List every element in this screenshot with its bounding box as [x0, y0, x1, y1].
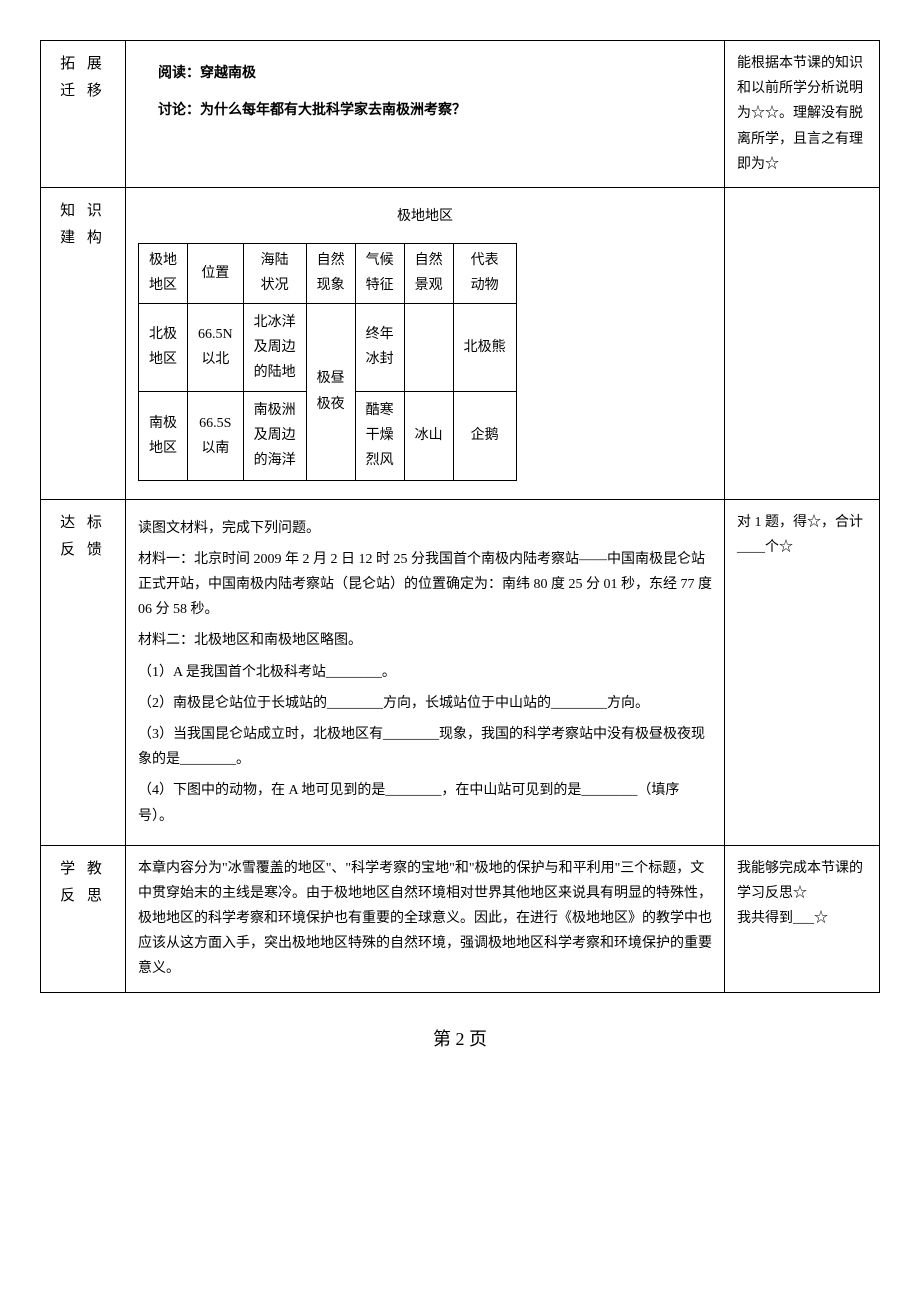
r1c1: 66.5N 以北 [188, 303, 244, 392]
r1c5 [404, 303, 453, 392]
r2c2: 南极洲 及周边 的海洋 [243, 392, 306, 481]
reading-title: 阅读：穿越南极 [158, 61, 692, 86]
label-expand: 拓 展 迁 移 [41, 41, 126, 188]
row-knowledge: 知 识 建 构 极地地区 极地 地区 位置 海陆 状况 自然 现象 气候 特征 … [41, 187, 880, 499]
row-reflect: 学 教 反 思 本章内容分为"冰雪覆盖的地区"、"科学考察的宝地"和"极地的保护… [41, 845, 880, 992]
label-feedback-line1: 达 标 [53, 510, 113, 537]
feedback-q2: （2）南极昆仑站位于长城站的________方向，长城站位于中山站的______… [138, 691, 712, 716]
th-5: 自然 景观 [404, 244, 453, 303]
r1c0: 北极 地区 [139, 303, 188, 392]
main-document-table: 拓 展 迁 移 阅读：穿越南极 讨论：为什么每年都有大批科学家去南极洲考察？ 能… [40, 40, 880, 993]
row-expand: 拓 展 迁 移 阅读：穿越南极 讨论：为什么每年都有大批科学家去南极洲考察？ 能… [41, 41, 880, 188]
label-knowledge: 知 识 建 构 [41, 187, 126, 499]
right-expand: 能根据本节课的知识和以前所学分析说明为☆☆。理解没有脱离所学，且言之有理即为☆ [725, 41, 880, 188]
content-feedback: 读图文材料，完成下列问题。 材料一：北京时间 2009 年 2 月 2 日 12… [126, 499, 725, 845]
feedback-q3: （3）当我国昆仑站成立时，北极地区有________现象，我国的科学考察站中没有… [138, 722, 712, 772]
label-feedback: 达 标 反 馈 [41, 499, 126, 845]
th-4: 气候 特征 [355, 244, 404, 303]
th-1: 位置 [188, 244, 244, 303]
feedback-p2: 材料二：北极地区和南极地区略图。 [138, 628, 712, 653]
polar-region-table: 极地 地区 位置 海陆 状况 自然 现象 气候 特征 自然 景观 代表 动物 北… [138, 243, 517, 481]
label-expand-line1: 拓 展 [53, 51, 113, 78]
th-3: 自然 现象 [306, 244, 355, 303]
label-reflect: 学 教 反 思 [41, 845, 126, 992]
table-row-arctic: 北极 地区 66.5N 以北 北冰洋 及周边 的陆地 极昼 极夜 终年 冰封 北… [139, 303, 517, 392]
label-expand-line2: 迁 移 [53, 78, 113, 105]
right-feedback: 对 1 题，得☆，合计____个☆ [725, 499, 880, 845]
r2c6: 企鹅 [453, 392, 516, 481]
row-feedback: 达 标 反 馈 读图文材料，完成下列问题。 材料一：北京时间 2009 年 2 … [41, 499, 880, 845]
r2c1: 66.5S 以南 [188, 392, 244, 481]
feedback-q4: （4）下图中的动物，在 A 地可见到的是________，在中山站可见到的是__… [138, 778, 712, 828]
right-reflect: 我能够完成本节课的学习反思☆ 我共得到___☆ [725, 845, 880, 992]
r2c4: 酷寒 干燥 烈风 [355, 392, 404, 481]
r1c4: 终年 冰封 [355, 303, 404, 392]
content-reflect: 本章内容分为"冰雪覆盖的地区"、"科学考察的宝地"和"极地的保护与和平利用"三个… [126, 845, 725, 992]
content-knowledge: 极地地区 极地 地区 位置 海陆 状况 自然 现象 气候 特征 自然 景观 代表… [126, 187, 725, 499]
discuss-title: 讨论：为什么每年都有大批科学家去南极洲考察？ [158, 98, 692, 123]
right-knowledge [725, 187, 880, 499]
table-header-row: 极地 地区 位置 海陆 状况 自然 现象 气候 特征 自然 景观 代表 动物 [139, 244, 517, 303]
content-expand: 阅读：穿越南极 讨论：为什么每年都有大批科学家去南极洲考察？ [126, 41, 725, 188]
label-knowledge-line2: 建 构 [53, 225, 113, 252]
feedback-q1: （1）A 是我国首个北极科考站________。 [138, 660, 712, 685]
r2c5: 冰山 [404, 392, 453, 481]
feedback-p1: 材料一：北京时间 2009 年 2 月 2 日 12 时 25 分我国首个南极内… [138, 547, 712, 623]
inner-table-title: 极地地区 [138, 198, 712, 235]
label-knowledge-line1: 知 识 [53, 198, 113, 225]
label-reflect-line2: 反 思 [53, 883, 113, 910]
r1c2: 北冰洋 及周边 的陆地 [243, 303, 306, 392]
r2c0: 南极 地区 [139, 392, 188, 481]
th-0: 极地 地区 [139, 244, 188, 303]
r1c3-merged: 极昼 极夜 [306, 303, 355, 480]
label-reflect-line1: 学 教 [53, 856, 113, 883]
feedback-intro: 读图文材料，完成下列问题。 [138, 516, 712, 541]
r1c6: 北极熊 [453, 303, 516, 392]
th-6: 代表 动物 [453, 244, 516, 303]
page-footer: 第 2 页 [40, 1023, 880, 1055]
th-2: 海陆 状况 [243, 244, 306, 303]
label-feedback-line2: 反 馈 [53, 537, 113, 564]
